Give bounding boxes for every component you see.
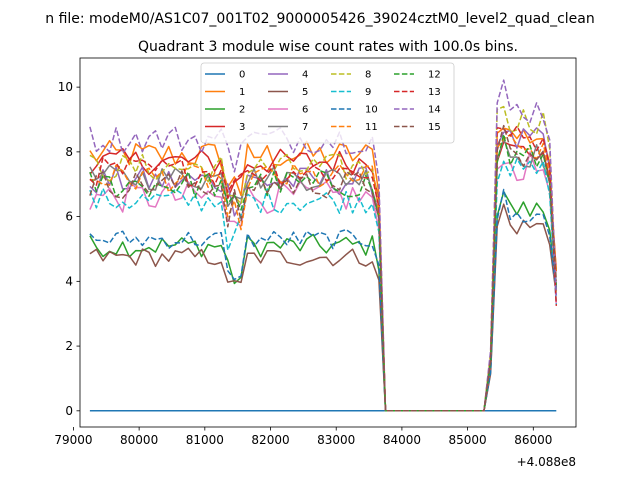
- legend-label-14: 14: [428, 105, 441, 116]
- y-tick-label: 0: [65, 404, 73, 418]
- series-line-4: [89, 127, 558, 412]
- y-tick-label: 8: [65, 145, 73, 159]
- legend-label-2: 2: [239, 105, 245, 116]
- series-line-5: [89, 203, 558, 412]
- axes-frame: [79, 57, 577, 428]
- y-axis: 0 2 4 6 8 10: [58, 80, 80, 418]
- y-tick-label: 2: [65, 339, 73, 353]
- x-tick-label: 80000: [120, 433, 158, 447]
- x-tick-label: 86000: [514, 433, 552, 447]
- legend-label-7: 7: [302, 122, 308, 133]
- legend-label-6: 6: [302, 105, 308, 116]
- legend-label-10: 10: [365, 105, 378, 116]
- legend-label-15: 15: [428, 122, 441, 133]
- series-line-13: [89, 125, 558, 412]
- legend-label-4: 4: [302, 70, 308, 81]
- series-line-15: [89, 124, 558, 412]
- x-tick-label: 81000: [186, 433, 224, 447]
- legend-label-9: 9: [365, 87, 371, 98]
- figure-suptitle: n file: modeM0/AS1C07_001T02_9000005426_…: [45, 11, 594, 27]
- plot-area: [89, 79, 558, 412]
- legend-label-11: 11: [365, 122, 378, 133]
- y-tick-label: 6: [65, 210, 73, 224]
- x-tick-label: 84000: [383, 433, 421, 447]
- y-tick-label: 4: [65, 274, 73, 288]
- x-tick-label: 82000: [251, 433, 289, 447]
- x-tick-label: 83000: [317, 433, 355, 447]
- series-line-10: [89, 188, 558, 412]
- x-tick-label: 85000: [449, 433, 487, 447]
- series-line-1: [89, 127, 558, 412]
- legend-label-1: 1: [239, 87, 245, 98]
- legend-label-12: 12: [428, 70, 441, 81]
- x-axis: 79000 80000 81000 82000 83000 84000 85000 86000: [54, 427, 552, 447]
- x-offset-label: +4.088e8: [517, 455, 576, 469]
- legend-label-8: 8: [365, 70, 371, 81]
- series-line-7: [89, 137, 558, 412]
- series-line-6: [89, 151, 558, 412]
- legend-box: [200, 62, 455, 144]
- chart-title: Quadrant 3 module wise count rates with …: [138, 39, 518, 55]
- legend-label-3: 3: [239, 122, 245, 133]
- y-tick-label: 10: [58, 80, 73, 94]
- legend-label-13: 13: [428, 87, 441, 98]
- series-line-2: [89, 191, 558, 412]
- legend-label-5: 5: [302, 87, 308, 98]
- x-tick-label: 79000: [54, 433, 92, 447]
- legend-label-0: 0: [239, 70, 245, 81]
